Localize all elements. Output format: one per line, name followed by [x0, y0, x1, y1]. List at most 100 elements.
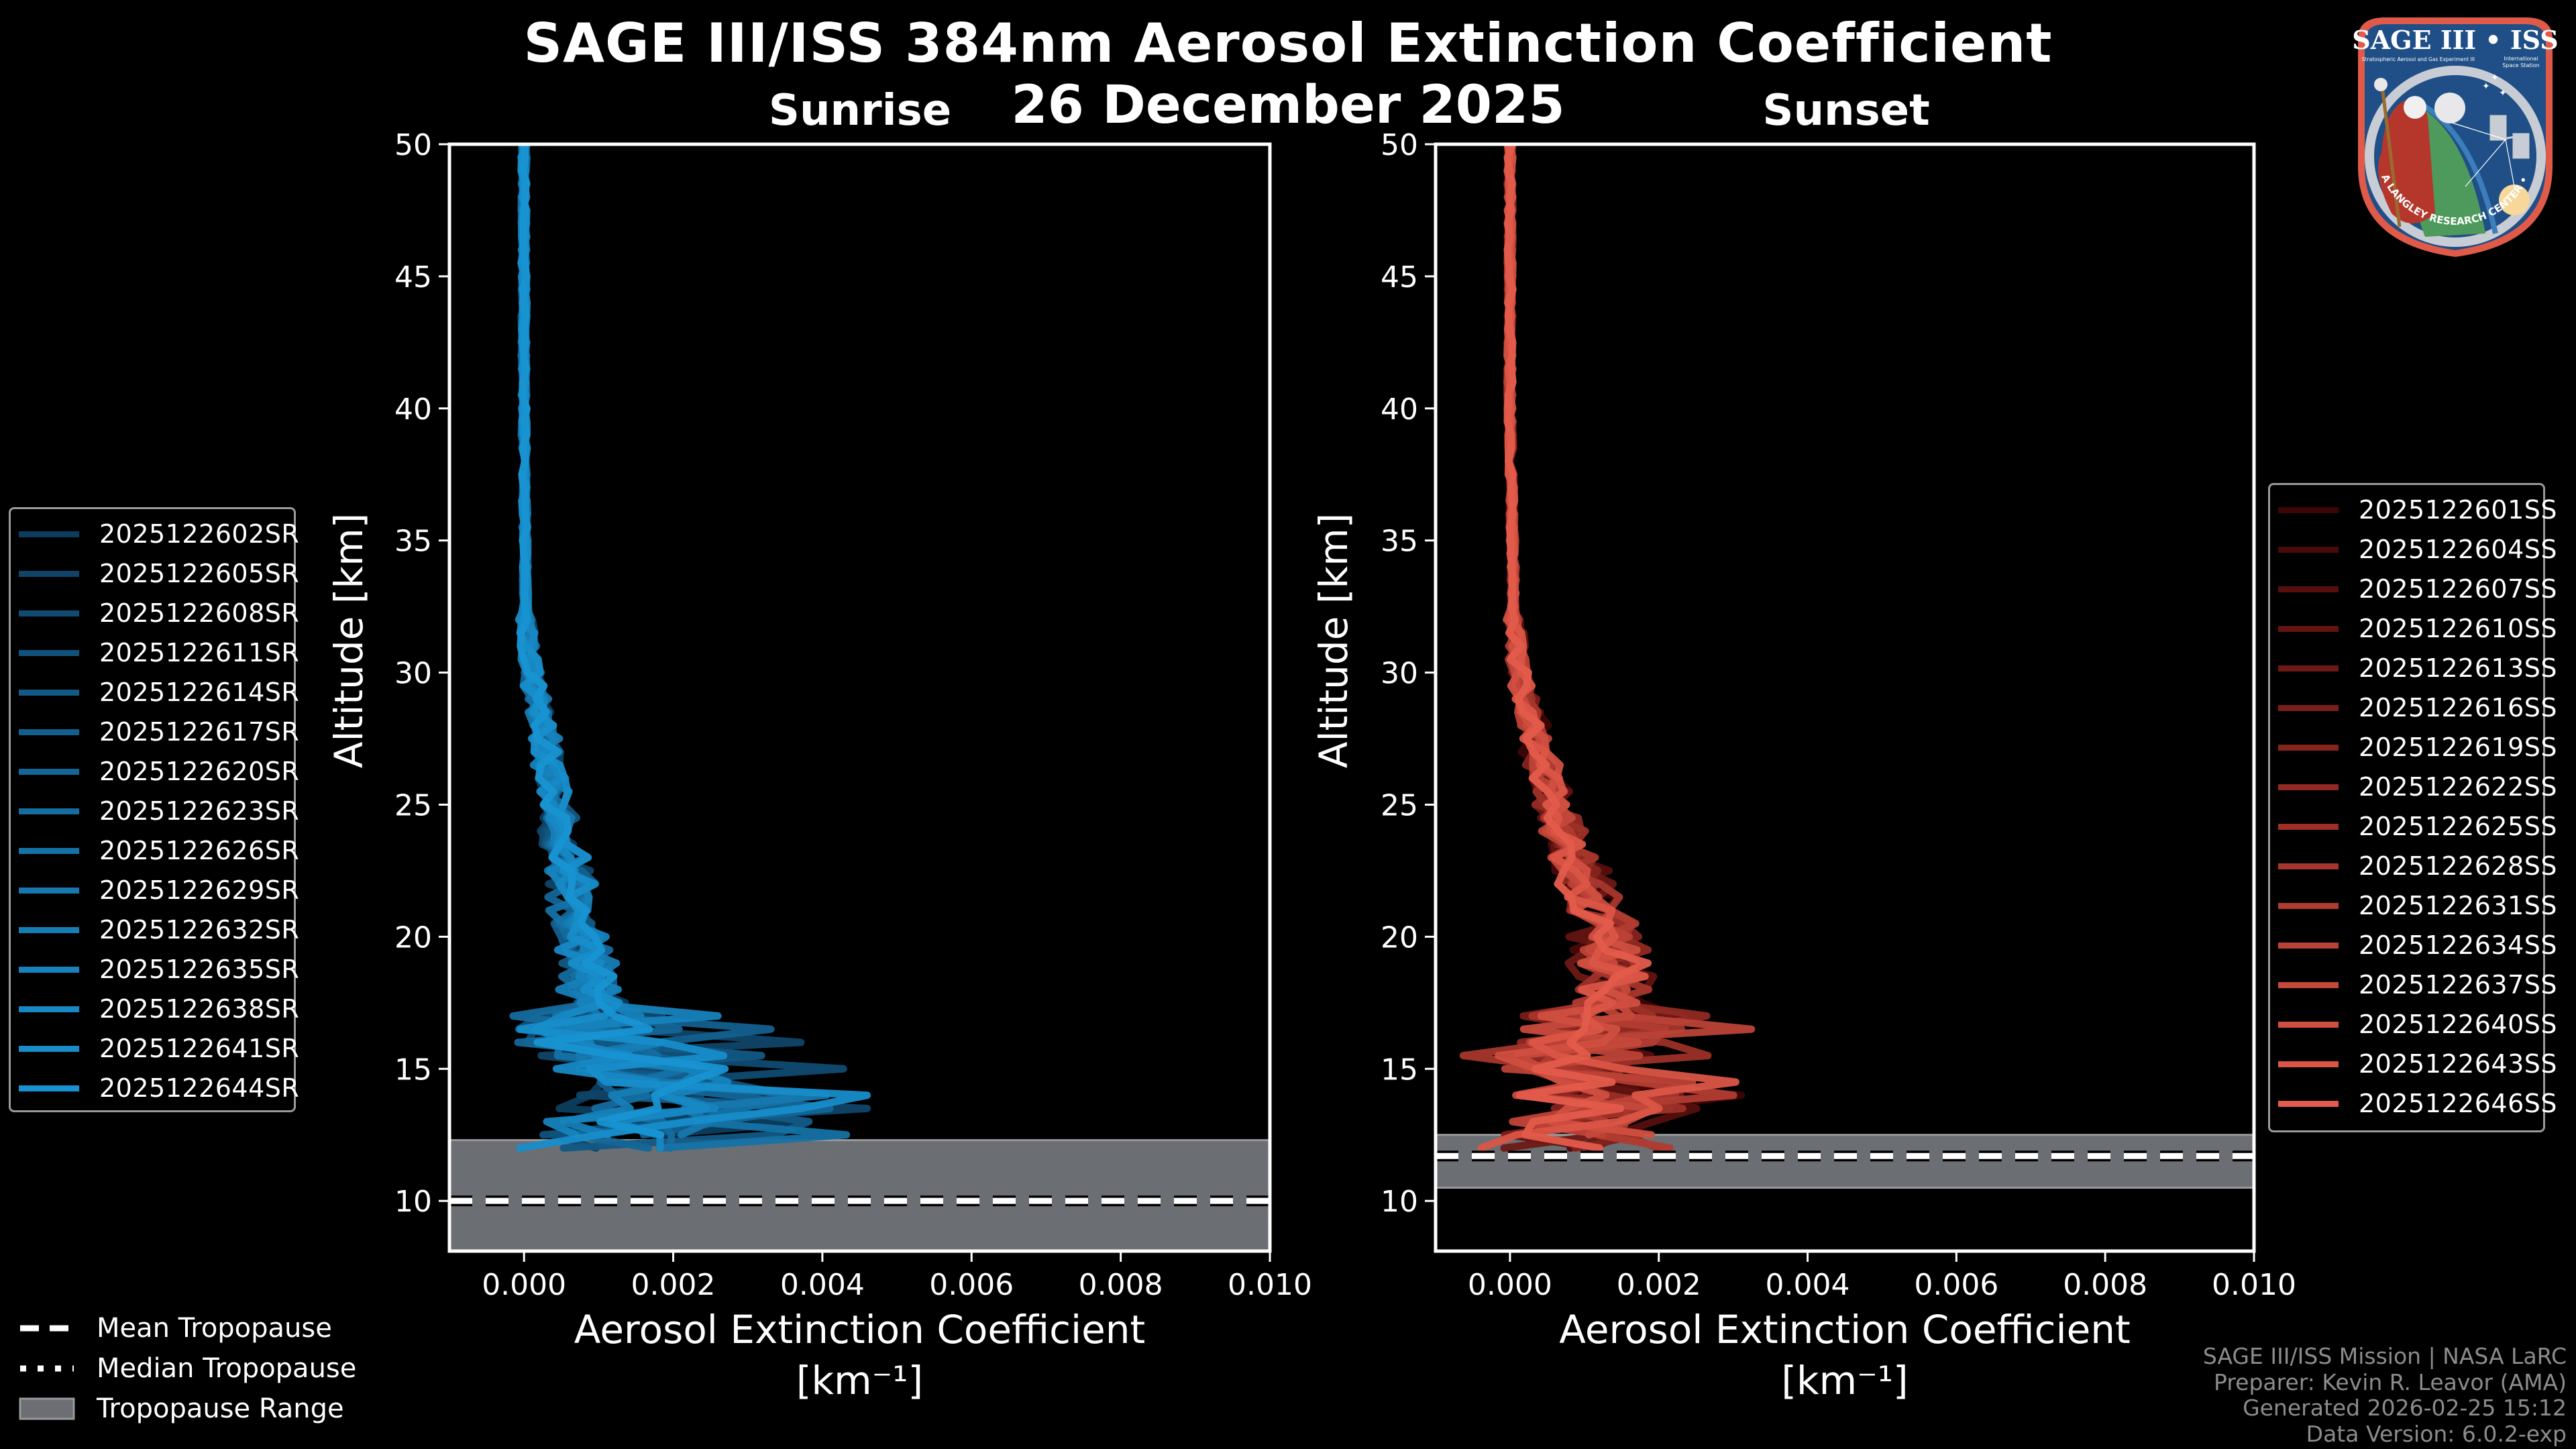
legend-entry: 2025122616SS: [2270, 688, 2557, 727]
legend-label: Mean Tropopause: [97, 1313, 332, 1344]
legend-label: 2025122646SS: [2359, 1089, 2558, 1118]
legend-label: 2025122608SR: [99, 598, 300, 628]
sunrise-legend: 2025122602SR 2025122605SR 2025122608SR 2025…: [9, 507, 300, 1112]
sage-iii-iss-mission-logo: SAGE III • ISS Stratospheric Aerosol and…: [2345, 12, 2559, 257]
x-tick-label: 0.008: [1079, 1268, 1163, 1302]
legend-label: 2025122638SR: [99, 994, 300, 1024]
sunset-plot-content: [1436, 144, 2254, 1189]
y-tick-label: 20: [1381, 920, 1418, 955]
legend-line-swatch: [2278, 784, 2339, 790]
sunrise-plot-area: 10 15 20 25 30 35 40 45 50 0.000 0.002 0.004 0.006 0.…: [326, 128, 1312, 1403]
credits-block: SAGE III/ISS Mission | NASA LaRC Prepare…: [2203, 1343, 2567, 1447]
legend-label: 2025122604SS: [2359, 535, 2558, 564]
legend-line-swatch: [19, 768, 79, 775]
legend-entry: 2025122610SS: [2270, 609, 2557, 648]
legend-entry: 2025122626SR: [11, 831, 299, 870]
profile-line-2025122626SR: [517, 144, 851, 1152]
y-tick-label: 50: [1381, 128, 1418, 162]
y-tick-label: 15: [394, 1053, 432, 1087]
legend-entry: 2025122644SR: [11, 1069, 299, 1108]
legend-line-swatch: [2278, 625, 2339, 632]
legend-line-swatch: [2278, 863, 2339, 869]
sunset-panel-title: Sunset: [1762, 86, 1930, 136]
x-tick-label: 0.004: [780, 1268, 865, 1302]
logo-subtitle-left: Stratospheric Aerosol and Gas Experiment…: [2362, 56, 2475, 62]
x-tick-label: 0.000: [1468, 1268, 1552, 1302]
legend-label: Median Tropopause: [97, 1353, 357, 1384]
sunset-y-axis-label: Altitude [km]: [1311, 513, 1356, 768]
y-tick-label: 45: [394, 260, 432, 294]
legend-entry: 2025122619SS: [2270, 728, 2557, 767]
sunset-axes-frame: [1434, 142, 2256, 1253]
legend-entry: 2025122607SS: [2270, 570, 2557, 608]
legend-entry: 2025122611SR: [11, 633, 299, 672]
sunrise-x-axis-label: Aerosol Extinction Coefficient: [574, 1307, 1146, 1352]
legend-label: 2025122605SR: [99, 559, 300, 588]
legend-entry: 2025122628SS: [2270, 847, 2557, 885]
credit-generated: Generated 2026-02-25 15:12: [2243, 1395, 2567, 1421]
legend-label: 2025122622SS: [2359, 772, 2558, 802]
legend-entry: 2025122601SS: [2270, 490, 2557, 529]
legend-line-swatch: [2278, 665, 2339, 672]
legend-entry: 2025122608SR: [11, 594, 299, 633]
legend-entry: 2025122605SR: [11, 554, 299, 593]
legend-label: 2025122635SR: [99, 955, 300, 984]
logo-ring: [2365, 66, 2546, 247]
legend-line-swatch: [19, 808, 79, 814]
legend-entry-median-tropopause: Median Tropopause: [19, 1348, 356, 1389]
x-tick-label: 0.000: [482, 1268, 566, 1302]
legend-entry: 2025122625SS: [2270, 807, 2557, 846]
y-tick-label: 30: [1381, 657, 1418, 691]
sunset-x-axis-units: [km⁻¹]: [1781, 1358, 1908, 1403]
legend-line-swatch: [2278, 546, 2339, 553]
x-tick-label: 0.010: [1228, 1268, 1312, 1302]
legend-label: 2025122617SR: [99, 717, 300, 747]
legend-label: 2025122623SR: [99, 796, 300, 826]
logo-sightlines: [2451, 122, 2515, 187]
sunrise-axes-frame: [447, 142, 1272, 1253]
legend-label: 2025122643SS: [2359, 1049, 2558, 1079]
x-tick-label: 0.006: [929, 1268, 1014, 1302]
credit-preparer: Preparer: Kevin R. Leavor (AMA): [2214, 1368, 2567, 1395]
profile-line-2025122635SR: [517, 144, 732, 1139]
legend-label: 2025122620SR: [99, 757, 300, 786]
legend-entry: 2025122646SS: [2270, 1084, 2557, 1123]
legend-line-swatch: [19, 570, 79, 577]
legend-label: 2025122631SS: [2359, 891, 2558, 920]
legend-line-swatch: [19, 847, 79, 854]
y-tick-label: 30: [394, 657, 432, 691]
profile-line-2025122628SS: [1459, 144, 1686, 1139]
legend-line-swatch: [19, 1006, 79, 1012]
y-tick-label: 10: [394, 1185, 432, 1219]
legend-entry: 2025122637SS: [2270, 965, 2557, 1004]
legend-line-swatch: [2278, 823, 2339, 830]
legend-line-swatch: [2278, 981, 2339, 988]
legend-entry: 2025122635SR: [11, 950, 299, 989]
legend-line-swatch: [19, 1045, 79, 1052]
legend-line-swatch: [2278, 704, 2339, 711]
legend-line-swatch: [19, 689, 79, 696]
legend-label: 2025122611SR: [99, 638, 300, 667]
legend-label: 2025122602SR: [99, 519, 300, 549]
legend-label: 2025122614SR: [99, 678, 300, 707]
legend-entry: 2025122629SR: [11, 871, 299, 910]
sunset-x-axis-label: Aerosol Extinction Coefficient: [1559, 1307, 2131, 1352]
legend-label: 2025122628SS: [2359, 851, 2558, 881]
legend-entry: 2025122614SR: [11, 673, 299, 712]
y-tick-label: 40: [394, 392, 432, 427]
legend-entry-mean-tropopause: Mean Tropopause: [19, 1308, 356, 1348]
legend-label: 2025122610SS: [2359, 614, 2558, 643]
y-tick-label: 20: [394, 920, 432, 955]
legend-entry: 2025122604SS: [2270, 530, 2557, 569]
y-tick-label: 25: [1381, 788, 1418, 822]
logo-moon: [2434, 93, 2465, 123]
legend-entry: 2025122641SR: [11, 1029, 299, 1068]
legend-line-swatch: [19, 649, 79, 656]
legend-line-swatch: [19, 926, 79, 933]
legend-line-swatch: [2278, 1021, 2339, 1028]
logo-stars: ✦✦✦: [2482, 72, 2507, 99]
logo-subtitle-right-1: International: [2504, 56, 2538, 62]
x-tick-label: 0.010: [2212, 1268, 2296, 1302]
y-tick-label: 35: [1381, 525, 1418, 559]
sunrise-panel-title: Sunrise: [768, 86, 952, 136]
